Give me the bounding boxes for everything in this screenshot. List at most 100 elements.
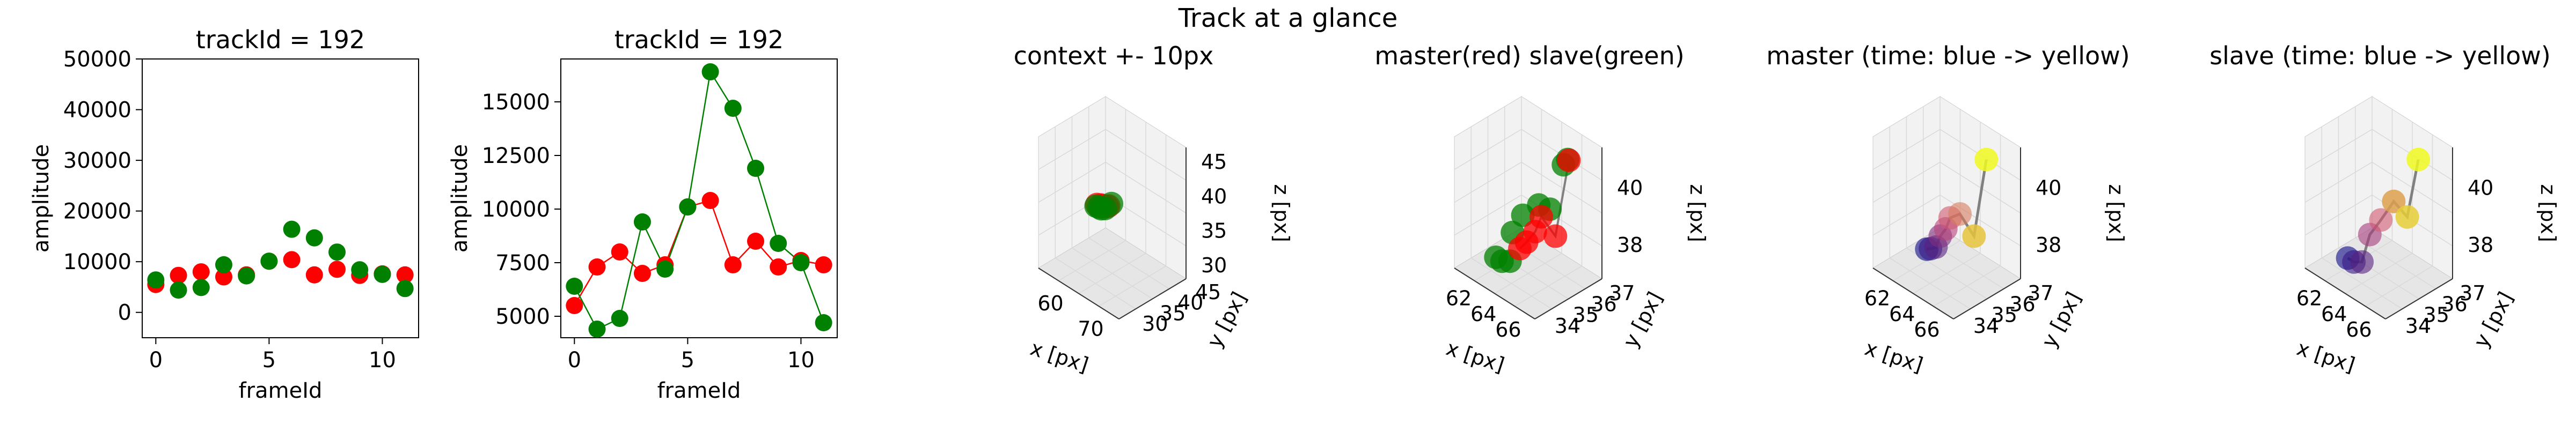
z-tick-label: 30 (1201, 254, 1227, 277)
y-axis-line (2385, 278, 2453, 319)
data-point-series-2 (147, 271, 165, 289)
figure-suptitle: Track at a glance (1178, 3, 1398, 33)
data-point-series-2 (566, 278, 583, 295)
data-point-series-2 (770, 235, 787, 252)
chart-title: trackId = 192 (196, 25, 365, 54)
grid-line (2304, 129, 2373, 170)
data-point-series-1 (170, 266, 187, 284)
z-tick-label: 40 (1201, 184, 1227, 208)
y-tick-label: 40 (1177, 291, 1203, 315)
y-tick-label: 36 (2441, 292, 2467, 316)
z-tick-label: 40 (2468, 176, 2493, 200)
data-point (1962, 224, 1986, 248)
y-tick-label: 37 (2460, 281, 2485, 305)
data-point (2369, 208, 2393, 232)
chart-title: trackId = 192 (614, 25, 784, 54)
plot-frame (560, 58, 838, 338)
data-point-series-2 (396, 280, 414, 298)
data-point-series-2 (260, 252, 278, 270)
y-axis-label: amplitude (29, 144, 54, 252)
data-point-series-2 (305, 229, 323, 247)
y-axis-line (1953, 278, 2021, 319)
x-tick-label: 5 (262, 348, 276, 373)
x-axis-label: x [px] (1444, 336, 1507, 377)
data-point-series-2 (374, 265, 391, 283)
data-point-series-2 (238, 267, 255, 285)
z-axis-label: z [px] (2536, 184, 2560, 242)
data-point (2406, 147, 2431, 172)
y-tick-label: 36 (2009, 292, 2035, 316)
y-tick-label: 10000 (482, 197, 550, 222)
y-axis-line (1534, 278, 1602, 319)
data-point (1974, 147, 1999, 172)
grid-line (1872, 129, 1941, 170)
x-axis-label: frameId (657, 378, 741, 403)
x-axis-label: frameId (239, 378, 323, 403)
data-point-series-2 (815, 314, 832, 331)
grid-line (1514, 265, 1582, 307)
data-point-series-2 (611, 310, 628, 327)
x-tick-label: 10 (787, 348, 815, 373)
x-axis-line (1872, 267, 1954, 319)
data-point-series-2 (656, 261, 674, 278)
data-point-series-2 (679, 198, 697, 216)
grid-line (1105, 129, 1187, 181)
data-point (1557, 148, 1581, 173)
x-tick-label: 64 (2321, 302, 2347, 326)
chart-title: master (time: blue -> yellow) (1766, 41, 2129, 70)
data-point (2382, 189, 2406, 213)
x-tick-label: 62 (1864, 287, 1890, 310)
data-point-series-2 (747, 160, 765, 177)
data-point (1529, 205, 1554, 229)
x-tick-label: 62 (2296, 287, 2322, 310)
x-axis-label: x [px] (1028, 336, 1092, 377)
y-tick-label: 35 (2424, 303, 2449, 327)
data-point-series-1 (611, 243, 628, 261)
data-point-series-1 (328, 261, 346, 278)
grid-line (1099, 265, 1166, 307)
plot-frame (142, 58, 419, 338)
y-axis-label: amplitude (448, 144, 472, 252)
data-point-series-2 (192, 279, 210, 296)
y-tick-label: 30 (1142, 312, 1168, 336)
z-tick-label: 38 (2468, 233, 2493, 257)
data-point-series-1 (815, 256, 832, 273)
x-tick-label: 5 (681, 348, 694, 373)
y-tick-label: 36 (1591, 292, 1616, 316)
x-axis-line (2304, 267, 2386, 319)
z-tick-label: 40 (2036, 176, 2061, 200)
data-point-series-1 (283, 251, 301, 269)
chart-2: trackId = 192 frameId amplitude 0 5 10 5000 750… (448, 25, 838, 403)
data-point (1543, 224, 1568, 248)
grid-line (1038, 129, 1106, 170)
z-tick-label: 35 (1201, 219, 1227, 243)
grid-line (1454, 129, 1522, 170)
data-point (2350, 250, 2374, 274)
y-tick-label: 7500 (495, 251, 550, 276)
x-tick-label: 66 (1495, 318, 1521, 341)
x-tick-label: 10 (369, 348, 396, 373)
y-tick-label: 15000 (482, 90, 550, 115)
data-point (1948, 202, 1972, 226)
data-point-series-1 (192, 263, 210, 281)
y-tick-label: 35 (1160, 301, 1185, 325)
x-tick-label: 66 (1914, 318, 1940, 341)
grid-line (2365, 265, 2433, 307)
grid-line (1072, 247, 1153, 300)
y-tick-label: 34 (1555, 314, 1580, 338)
data-point-series-2 (588, 321, 606, 338)
data-point-series-1 (747, 233, 765, 250)
grid-line (1872, 161, 1941, 203)
data-point-series-2 (283, 220, 301, 238)
data-point-series-1 (770, 258, 787, 276)
y-tick-label: 40000 (63, 98, 131, 123)
data-point-series-2 (633, 213, 651, 231)
y-tick-label: 12500 (482, 144, 550, 168)
z-axis-label: z [px] (2104, 184, 2128, 242)
x-tick-label: 62 (1446, 287, 1472, 310)
